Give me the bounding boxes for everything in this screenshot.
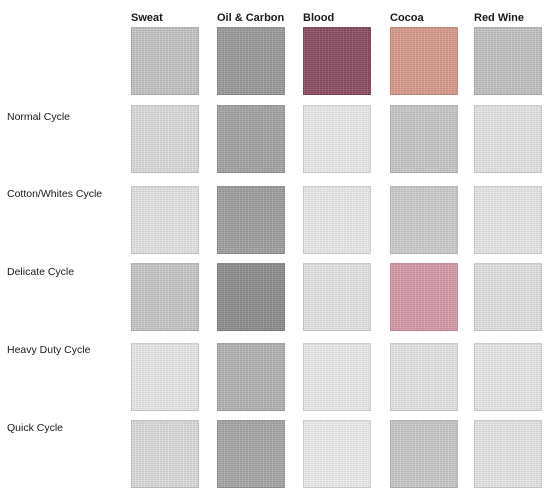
column-header: Cocoa <box>390 12 424 24</box>
fabric-swatch <box>474 343 542 411</box>
row-label: Cotton/Whites Cycle <box>7 188 103 200</box>
fabric-swatch <box>303 263 371 331</box>
fabric-swatch <box>474 27 542 95</box>
column-header: Sweat <box>131 12 163 24</box>
fabric-swatch <box>217 186 285 254</box>
fabric-swatch <box>303 186 371 254</box>
row-label: Normal Cycle <box>7 111 71 123</box>
column-header: Red Wine <box>474 12 525 24</box>
fabric-swatch <box>131 27 199 95</box>
fabric-swatch <box>474 420 542 488</box>
fabric-swatch <box>390 343 458 411</box>
column-header: Oil & Carbon <box>217 12 285 24</box>
fabric-swatch <box>390 263 458 331</box>
fabric-swatch <box>390 186 458 254</box>
fabric-swatch <box>303 343 371 411</box>
fabric-swatch <box>217 27 285 95</box>
fabric-swatch <box>217 263 285 331</box>
fabric-swatch <box>390 27 458 95</box>
row-label: Delicate Cycle <box>7 266 75 278</box>
fabric-swatch <box>303 105 371 173</box>
fabric-swatch <box>131 343 199 411</box>
fabric-swatch <box>303 420 371 488</box>
fabric-swatch <box>217 420 285 488</box>
fabric-swatch <box>131 186 199 254</box>
fabric-swatch <box>131 105 199 173</box>
column-header: Blood <box>303 12 335 24</box>
fabric-swatch <box>474 105 542 173</box>
fabric-swatch <box>474 186 542 254</box>
fabric-swatch <box>390 420 458 488</box>
fabric-swatch <box>474 263 542 331</box>
fabric-swatch <box>217 105 285 173</box>
row-label: Heavy Duty Cycle <box>7 344 91 356</box>
fabric-swatch <box>217 343 285 411</box>
fabric-swatch <box>131 263 199 331</box>
fabric-swatch <box>131 420 199 488</box>
fabric-swatch <box>303 27 371 95</box>
row-label: Quick Cycle <box>7 422 64 434</box>
fabric-swatch <box>390 105 458 173</box>
